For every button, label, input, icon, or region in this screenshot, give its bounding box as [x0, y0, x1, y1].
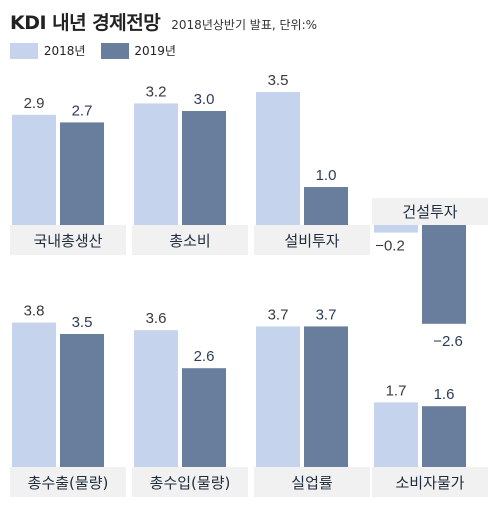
panel-3-value-0: −0.2	[375, 238, 405, 255]
panel-0-label-bg	[10, 225, 126, 255]
panel-2-bar-0	[256, 92, 300, 225]
panel-4-label-bg	[10, 467, 126, 497]
panel-5-bar-1	[182, 368, 226, 467]
legend-swatch-2018	[10, 42, 38, 59]
panel-1-bar-0	[134, 103, 178, 225]
panel-5-bar-0	[134, 330, 178, 467]
panel-3-bar-0	[374, 225, 418, 233]
panel-7-value-0: 1.7	[386, 382, 407, 399]
panel-7-label: 소비자물가	[395, 474, 464, 492]
panel-4-bar-1	[60, 334, 104, 467]
chart-title: KDI 내년 경제전망	[10, 12, 161, 34]
panel-2-value-0: 3.5	[268, 72, 289, 89]
panel-7-bar-0	[374, 402, 418, 467]
panel-2-value-1: 1.0	[316, 167, 337, 184]
panel-5-label: 총수입(물량)	[150, 474, 231, 492]
panel-4-value-0: 3.8	[24, 303, 45, 320]
panel-5-value-0: 3.6	[146, 310, 167, 327]
panel-2-label-bg	[254, 225, 370, 255]
panel-6-value-1: 3.7	[316, 306, 337, 323]
chart-subtitle: 2018년상반기 발표, 단위:%	[171, 18, 318, 32]
panel-0-label: 국내총생산	[33, 232, 102, 250]
panel-3-bar-1	[422, 225, 466, 324]
legend-item-2018: 2018년	[10, 42, 85, 59]
panel-4-bar-0	[12, 322, 56, 467]
panel-7-value-1: 1.6	[434, 386, 455, 403]
panel-0-bar-0	[12, 114, 56, 225]
panel-5-value-1: 2.6	[194, 348, 215, 365]
panel-1-value-1: 3.0	[194, 91, 215, 108]
panel-4-value-1: 3.5	[72, 314, 93, 331]
panel-3-value-1: −2.6	[433, 333, 463, 350]
panel-0-value-1: 2.7	[72, 102, 93, 119]
panel-2-bar-1	[304, 187, 348, 225]
legend-item-2019: 2019년	[100, 42, 176, 59]
legend-swatch-2019	[100, 42, 129, 59]
panel-5-label-bg	[132, 467, 248, 497]
panel-1-label-bg	[132, 225, 248, 255]
chart-header: KDI 내년 경제전망 2018년상반기 발표, 단위:%	[10, 8, 317, 35]
panel-7-label-bg	[372, 467, 488, 497]
panel-2-label: 설비투자	[284, 232, 339, 250]
panel-3-label-bg	[372, 198, 488, 225]
panel-1-bar-1	[182, 111, 226, 225]
panel-6-label: 실업률	[291, 474, 333, 492]
panel-1-label: 총소비	[169, 232, 210, 250]
panel-3-label: 건설투자	[402, 203, 457, 221]
legend-label-2019: 2019년	[134, 44, 176, 58]
panel-4-label: 총수출(물량)	[28, 474, 109, 492]
legend: 2018년 2019년	[10, 40, 186, 60]
legend-label-2018: 2018년	[43, 44, 86, 58]
panel-7-bar-1	[422, 406, 466, 467]
panel-0-value-0: 2.9	[24, 95, 45, 112]
panel-6-bar-1	[304, 326, 348, 467]
panel-6-value-0: 3.7	[268, 306, 289, 323]
panel-6-bar-0	[256, 326, 300, 467]
panel-6-label-bg	[254, 467, 370, 497]
panel-0-bar-1	[60, 122, 104, 225]
panel-1-value-0: 3.2	[146, 83, 167, 100]
